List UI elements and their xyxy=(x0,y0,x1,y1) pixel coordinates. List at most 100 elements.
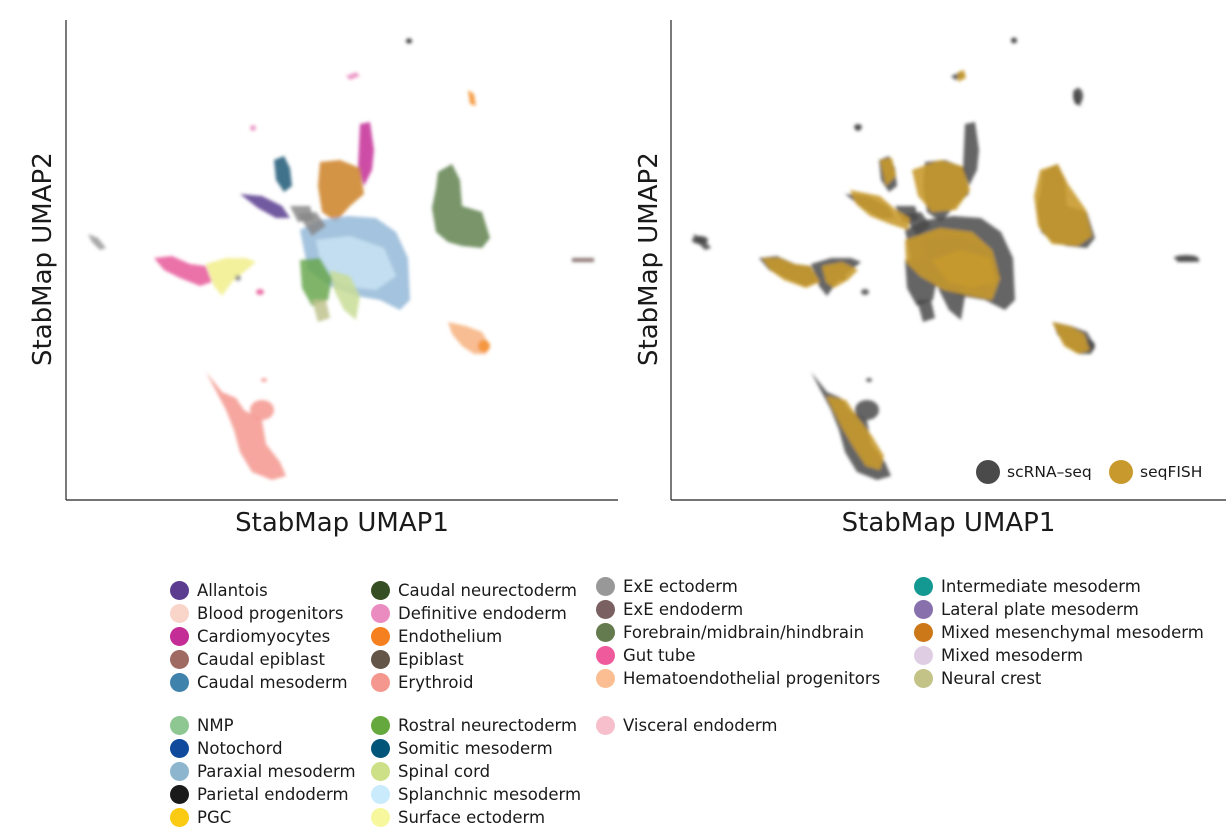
cluster-scrna-seq xyxy=(963,122,979,186)
legend-swatch xyxy=(914,646,933,666)
legend-label: Cardiomyocytes xyxy=(197,626,331,646)
legend-item-rostral-neurectoderm: Rostral neurectoderm xyxy=(371,714,577,736)
legend-label: Mixed mesenchymal mesoderm xyxy=(941,622,1204,642)
right-x-axis-label: StabMap UMAP1 xyxy=(841,508,1056,538)
legend-item-intermediate-mesoderm: Intermediate mesoderm xyxy=(914,575,1141,597)
legend-label: Allantois xyxy=(197,580,268,600)
left-umap-panel: StabMap UMAP1 StabMap UMAP2 xyxy=(0,0,620,540)
legend-swatch xyxy=(914,669,933,689)
legend-label: Caudal epiblast xyxy=(197,650,325,670)
cluster-mixed-mesenchymal-mesoderm xyxy=(318,160,364,222)
tech-legend-scrna: scRNA–seq xyxy=(976,460,1092,484)
legend-label: Paraxial mesoderm xyxy=(197,761,356,781)
cluster-allantois xyxy=(240,194,290,218)
cluster-seqfish xyxy=(880,158,896,186)
legend-swatch xyxy=(914,622,933,642)
legend-item-mixed-mesoderm: Mixed mesoderm xyxy=(914,645,1083,667)
cluster-scrna-seq xyxy=(1073,88,1083,104)
legend-item-gut-tube: Gut tube xyxy=(596,645,696,667)
legend-label: Gut tube xyxy=(623,646,696,666)
legend-swatch xyxy=(371,761,390,781)
legend-swatch xyxy=(371,626,390,646)
legend-swatch xyxy=(371,785,390,805)
legend-item-splanchnic-mesoderm: Splanchnic mesoderm xyxy=(371,784,581,806)
cluster-scrna-seq xyxy=(1174,255,1198,261)
cluster-scrna-seq xyxy=(854,124,862,130)
legend-item-spinal-cord: Spinal cord xyxy=(371,760,490,782)
legend-swatch xyxy=(170,785,189,805)
cluster-seqfish xyxy=(762,258,820,288)
legend-item-surface-ectoderm: Surface ectoderm xyxy=(371,807,545,829)
legend-label: Lateral plate mesoderm xyxy=(941,599,1139,619)
legend-item-allantois: Allantois xyxy=(170,579,268,601)
legend-label: Notochord xyxy=(197,738,283,758)
cluster-endothelium xyxy=(468,90,476,106)
cluster-seqfish xyxy=(932,250,996,288)
right-y-axis-label: StabMap UMAP2 xyxy=(634,152,664,366)
cluster-spinal-cord xyxy=(330,270,360,320)
legend-swatch xyxy=(371,673,390,693)
cluster-somitic-mesoderm xyxy=(274,156,292,192)
legend-item-notochord: Notochord xyxy=(170,737,283,759)
legend-item-caudal-epiblast: Caudal epiblast xyxy=(170,649,325,671)
cluster-seqfish xyxy=(958,70,966,82)
cluster-gut-tube xyxy=(256,289,264,295)
legend-item-visceral-endoderm: Visceral endoderm xyxy=(596,714,777,736)
legend-label: seqFISH xyxy=(1140,463,1203,481)
legend-label: ExE endoderm xyxy=(623,599,744,619)
legend-item-blood-progenitors: Blood progenitors xyxy=(170,602,343,624)
legend-label: Blood progenitors xyxy=(197,603,344,623)
legend-label: Somitic mesoderm xyxy=(398,738,553,758)
legend-label: Mixed mesoderm xyxy=(941,646,1084,666)
legend-swatch xyxy=(170,580,189,600)
legend-label: Definitive endoderm xyxy=(398,603,567,623)
legend-label: PGC xyxy=(197,808,232,828)
legend-swatch xyxy=(371,808,390,828)
legend-swatch xyxy=(170,673,189,693)
legend-item-caudal-neurectoderm: Caudal neurectoderm xyxy=(371,579,577,601)
legend-item-neural-crest: Neural crest xyxy=(914,668,1041,690)
legend-swatch xyxy=(596,669,615,689)
legend-swatch xyxy=(170,650,189,670)
legend-item-nmp: NMP xyxy=(170,714,234,736)
legend-label: ExE ectoderm xyxy=(623,576,738,596)
cluster-surface-ectoderm xyxy=(206,258,256,296)
legend-swatch xyxy=(170,808,189,828)
cluster-scrna-seq xyxy=(917,300,935,322)
legend-swatch xyxy=(170,626,189,646)
legend-label: scRNA–seq xyxy=(1007,463,1092,481)
legend-swatch xyxy=(596,576,615,596)
left-umap-plot xyxy=(65,20,618,501)
legend-label: Visceral endoderm xyxy=(623,715,778,735)
legend-item-caudal-mesoderm: Caudal mesoderm xyxy=(170,672,348,694)
legend-swatch xyxy=(371,650,390,670)
legend-label: Forebrain/midbrain/hindbrain xyxy=(623,622,865,642)
cluster-forebrain-midbrain-hindbrain xyxy=(432,164,490,248)
left-y-axis-label: StabMap UMAP2 xyxy=(28,152,58,366)
legend-item-parietal-endoderm: Parietal endoderm xyxy=(170,784,349,806)
legend-item-paraxial-mesoderm: Paraxial mesoderm xyxy=(170,760,356,782)
cluster-cardiomyocytes xyxy=(358,122,374,186)
legend-item-cardiomyocytes: Cardiomyocytes xyxy=(170,625,330,647)
cluster-seqfish xyxy=(822,262,858,288)
legend-swatch xyxy=(170,761,189,781)
legend-label: Intermediate mesoderm xyxy=(941,576,1141,596)
cluster-erythroid xyxy=(261,378,267,382)
legend-swatch xyxy=(914,576,933,596)
legend-swatch xyxy=(170,715,189,735)
legend-item-epiblast: Epiblast xyxy=(371,649,464,671)
legend-item-definitive-endoderm: Definitive endoderm xyxy=(371,602,567,624)
legend-swatch xyxy=(1109,460,1133,484)
cluster-definitive-endoderm xyxy=(250,125,256,131)
left-x-axis-label: StabMap UMAP1 xyxy=(235,508,449,538)
legend-swatch xyxy=(371,738,390,758)
legend-label: Rostral neurectoderm xyxy=(398,715,578,735)
legend-label: Endothelium xyxy=(398,626,503,646)
legend-item-forebrain-midbrain-hindbrain: Forebrain/midbrain/hindbrain xyxy=(596,621,864,643)
cluster-scrna-seq xyxy=(866,378,872,382)
tech-legend-seqfish: seqFISH xyxy=(1109,460,1202,484)
legend-swatch xyxy=(596,622,615,642)
legend-label: Surface ectoderm xyxy=(398,808,546,828)
legend-label: NMP xyxy=(197,715,234,735)
legend-item-pgc: PGC xyxy=(170,807,231,829)
